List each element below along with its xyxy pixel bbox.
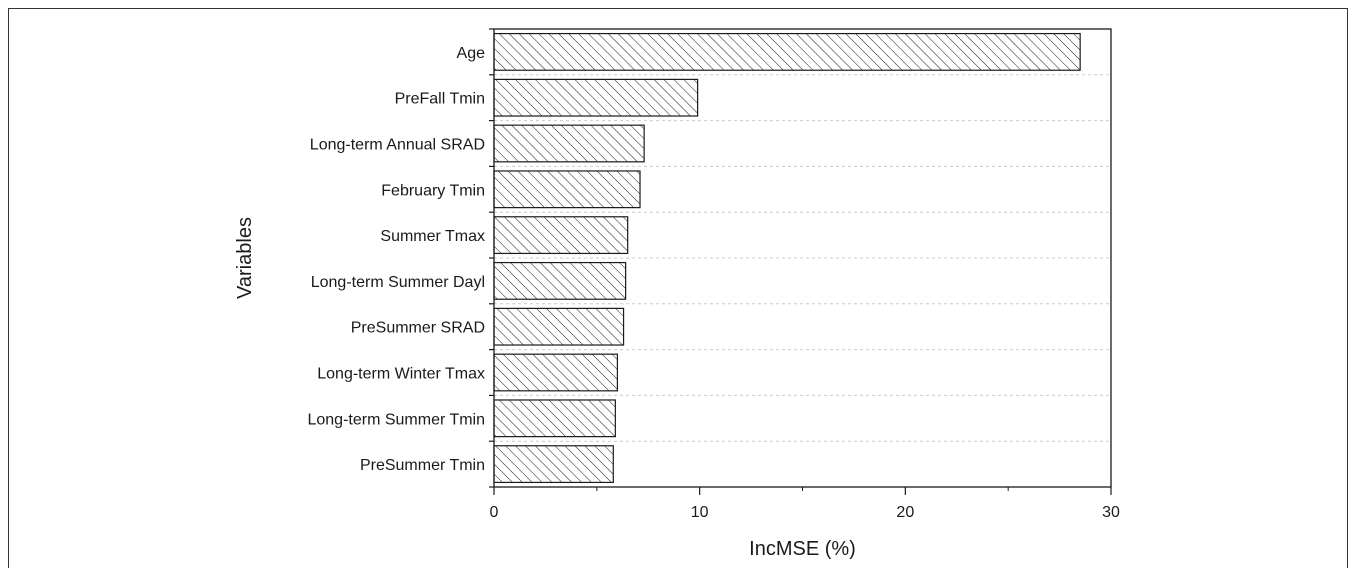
category-label: Long-term Summer Dayl: [311, 274, 485, 291]
x-tick-label: 30: [1102, 504, 1120, 521]
bar: [493, 307, 625, 346]
category-label: Age: [457, 45, 486, 62]
category-label: February Tmin: [381, 182, 485, 199]
x-tick-labels: 0 10 20 30: [490, 504, 1120, 521]
bar-chart: Age PreFall Tmin Long-term Annual SRAD Febr…: [234, 28, 1120, 560]
category-label: PreSummer SRAD: [351, 320, 485, 337]
bars: [493, 32, 1081, 484]
bar: [493, 124, 645, 163]
x-tick-label: 10: [691, 504, 709, 521]
bar: [493, 445, 614, 484]
category-labels: Age PreFall Tmin Long-term Annual SRAD Febr…: [307, 45, 485, 474]
gridlines: [494, 74, 1111, 442]
x-axis-title: IncMSE (%): [749, 538, 856, 560]
bar: [493, 78, 699, 117]
x-tick-label: 20: [896, 504, 914, 521]
bar: [493, 261, 627, 300]
category-label: PreFall Tmin: [395, 91, 485, 108]
x-tick-label: 0: [490, 504, 499, 521]
bar: [493, 399, 616, 438]
axes: [489, 28, 1112, 495]
category-label: PreSummer Tmin: [360, 457, 485, 474]
y-axis-title: Variables: [234, 217, 256, 299]
bar: [493, 170, 641, 209]
category-label: Long-term Annual SRAD: [310, 137, 485, 154]
figure-frame: Age PreFall Tmin Long-term Annual SRAD Febr…: [8, 8, 1348, 568]
bar: [493, 32, 1081, 71]
category-label: Long-term Winter Tmax: [317, 366, 485, 383]
bar: [493, 216, 629, 255]
category-label: Long-term Summer Tmin: [307, 411, 485, 428]
bar: [493, 353, 619, 392]
category-label: Summer Tmax: [380, 228, 485, 245]
